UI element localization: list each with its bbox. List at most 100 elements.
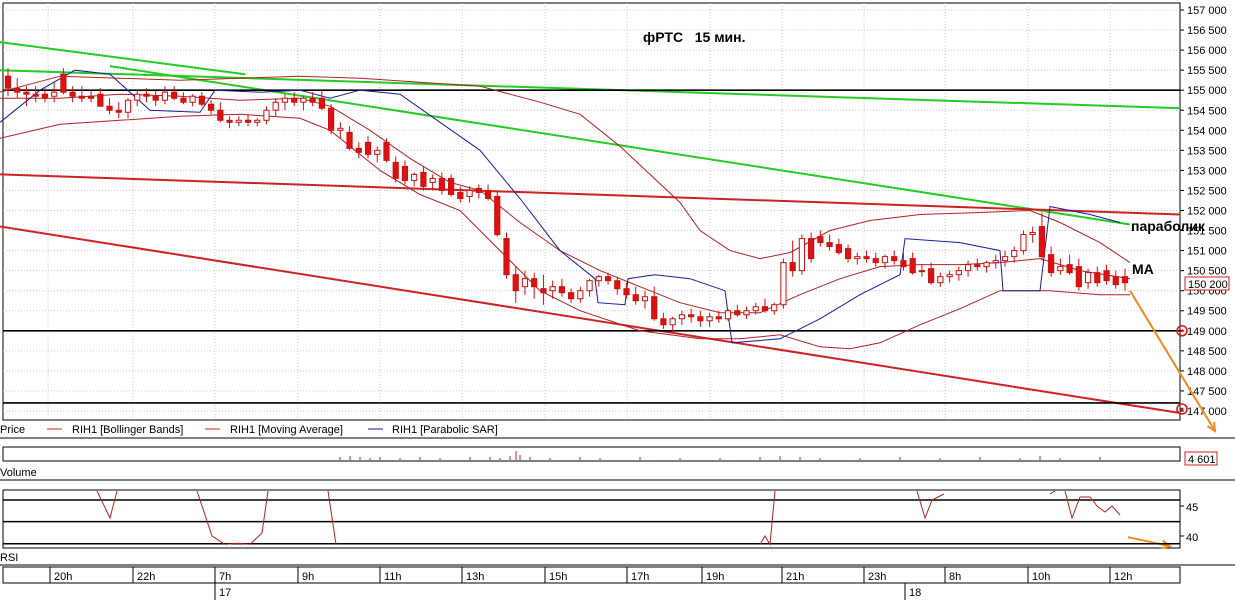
candle-body <box>540 288 547 294</box>
time-tick-label: 10h <box>1032 571 1050 583</box>
candle-body <box>604 276 612 282</box>
candle-body <box>817 236 824 244</box>
time-tick-label: 11h <box>384 571 402 583</box>
candle-body <box>780 262 787 306</box>
candle-body <box>660 318 667 326</box>
candle-body <box>549 286 556 292</box>
candle-body <box>844 248 852 260</box>
candle-body <box>171 91 178 99</box>
candle-body <box>364 141 372 155</box>
price-tick-label: 149 500 <box>1187 306 1227 318</box>
trend-line <box>0 41 246 76</box>
candle-body <box>641 296 649 302</box>
candle-body <box>1084 272 1092 284</box>
candle-body <box>1057 266 1064 272</box>
candle-body <box>484 189 492 199</box>
candle-body <box>466 189 473 197</box>
price-axis: 157 000 156 500 156 000 155 500 155 000 154 5… <box>1180 5 1227 418</box>
candle-body <box>568 292 575 300</box>
candle-body <box>115 109 122 113</box>
candle-body <box>909 258 916 274</box>
price-tick-label: 152 500 <box>1187 185 1227 197</box>
candle-body <box>106 105 113 111</box>
rsi-line <box>1064 490 1121 520</box>
candle-body <box>724 310 732 320</box>
last-price-label: 150 200 <box>1188 279 1228 291</box>
candle-body <box>771 304 778 312</box>
price-tick-label: 153 500 <box>1187 145 1227 157</box>
forecast-arrow-head <box>1206 421 1217 433</box>
candle-body <box>217 109 224 121</box>
candle-body <box>401 165 409 181</box>
price-tick-label: 153 000 <box>1187 165 1227 177</box>
candle-body <box>41 93 49 99</box>
candle-body <box>789 262 796 272</box>
candle-body <box>688 314 695 318</box>
candle-body <box>87 95 95 99</box>
forecast-arrows <box>1127 290 1217 550</box>
candle-body <box>521 278 529 288</box>
candle-body <box>244 119 252 123</box>
last-price-badge <box>1184 276 1230 291</box>
candle-body <box>577 290 584 300</box>
rsi-line <box>916 490 945 520</box>
candle-body <box>448 177 455 195</box>
candle-body <box>531 278 538 288</box>
time-tick-label: 7h <box>219 571 231 583</box>
candle-body <box>623 288 630 296</box>
candle-body <box>51 91 58 97</box>
rsi-line <box>759 490 776 546</box>
time-tick-label: 19h <box>706 571 724 583</box>
candle-body <box>651 296 658 320</box>
candle-body <box>14 87 21 93</box>
candle-body <box>697 316 704 322</box>
forecast-arrow-line <box>1127 536 1171 548</box>
price-tick-label: 152 000 <box>1187 205 1227 217</box>
trend-line <box>0 173 1181 216</box>
candle-body <box>78 95 85 99</box>
candle-body <box>272 101 279 111</box>
price-tick-label: 151 000 <box>1187 246 1227 258</box>
price-tick-label: 147 000 <box>1187 406 1227 418</box>
candle-body <box>1048 254 1055 274</box>
time-tick-label: 20h <box>54 571 72 583</box>
price-tick-label: 156 000 <box>1187 45 1227 57</box>
candle-body <box>1075 266 1082 288</box>
candle-body <box>300 97 307 103</box>
date-tick-label: 18 <box>909 587 921 599</box>
candle-body <box>826 242 833 248</box>
rsi-tick-40: 40 <box>1186 532 1198 544</box>
candle-body <box>964 264 972 272</box>
legend-moving-average: RIH1 [Moving Average] <box>230 424 343 436</box>
candle-body <box>1020 234 1027 252</box>
candle-body <box>97 93 104 107</box>
candle-body <box>946 274 953 278</box>
candle-body <box>669 318 676 326</box>
candle-body <box>134 93 141 101</box>
candle-body <box>937 276 944 284</box>
candle-body <box>835 244 842 254</box>
price-tick-label: 149 000 <box>1187 326 1227 338</box>
candle-body <box>438 177 445 191</box>
price-tick-label: 147 500 <box>1187 386 1227 398</box>
forecast-arrow-head <box>1161 539 1173 550</box>
candle-body <box>198 95 205 105</box>
annotation-parabolic: параболик <box>1131 218 1206 234</box>
candle-body <box>761 306 769 312</box>
price-tick-label: 155 000 <box>1187 85 1227 97</box>
trend-line <box>0 225 1181 414</box>
rsi-panel-frame <box>2 489 1181 549</box>
candle-body <box>124 99 132 113</box>
candle-body <box>226 119 233 123</box>
candle-body <box>503 238 510 276</box>
candle-body <box>263 109 270 121</box>
candle-body <box>69 91 76 97</box>
forecast-arrow-line <box>1129 290 1216 432</box>
target-circle <box>1176 325 1188 337</box>
date-tick-label: 17 <box>219 587 231 599</box>
candle-body <box>337 127 344 131</box>
trend-lines <box>0 41 1181 414</box>
candle-body <box>586 280 593 292</box>
candle-body <box>558 286 565 294</box>
